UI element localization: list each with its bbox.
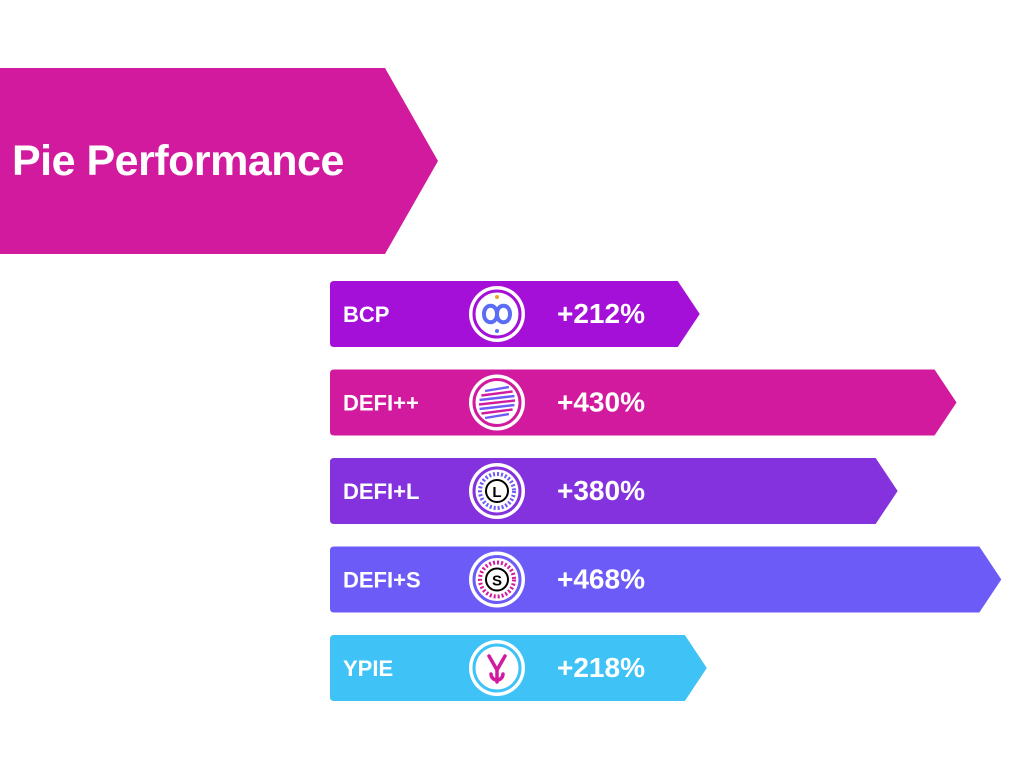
defi-plus-l-icon: L — [469, 463, 525, 519]
category-label: BCP — [343, 302, 389, 327]
stripe — [481, 408, 513, 415]
defi-plus-s-icon: S — [469, 551, 525, 608]
bar-row-defi-: DEFI++ +430% — [330, 369, 957, 436]
title-banner-arrow — [0, 68, 438, 254]
category-label: DEFI++ — [343, 391, 419, 416]
icon-border — [472, 466, 522, 516]
ypie-glyph — [487, 654, 507, 684]
letter-badge — [485, 479, 509, 503]
icon-dot — [495, 329, 499, 333]
infinity-shape — [481, 303, 513, 325]
value-label: +218% — [557, 652, 645, 683]
bcp-infinity-icon — [469, 286, 525, 342]
icon-dot — [495, 295, 499, 299]
category-label: DEFI+L — [343, 479, 419, 504]
category-label: YPIE — [343, 656, 393, 681]
icon-border — [472, 289, 522, 339]
value-label: +380% — [557, 475, 645, 506]
bar — [330, 458, 898, 524]
bar-row-ypie: YPIE +218% — [330, 635, 707, 701]
value-label: +212% — [557, 298, 645, 329]
stripe — [484, 412, 510, 420]
title-banner: Pie Performance — [0, 68, 438, 254]
stripe — [479, 403, 515, 411]
value-label: +430% — [557, 387, 645, 418]
icon-letter: S — [492, 573, 502, 590]
page-title: Pie Performance — [12, 137, 344, 185]
defi-plus-plus-stripes-icon — [469, 374, 525, 431]
bar — [330, 546, 1002, 613]
title-banner-shape — [0, 68, 438, 254]
icon-border — [472, 643, 522, 693]
letter-badge — [485, 567, 509, 592]
hatched-ring — [478, 560, 516, 599]
icon-border — [472, 555, 522, 604]
icon-letter: L — [492, 484, 501, 501]
bar-row-bcp: BCP +212% — [330, 281, 700, 347]
bar-row-defi-s: DEFI+S S +468% — [330, 546, 1002, 613]
stripe — [478, 399, 516, 406]
value-label: +468% — [557, 564, 645, 595]
stripe — [484, 385, 510, 393]
icon-border — [472, 378, 522, 427]
hatched-ring — [478, 472, 516, 510]
stripe — [481, 390, 513, 397]
ypie-icon — [469, 640, 525, 696]
stripe — [479, 394, 515, 402]
bar-row-defi-l: DEFI+L L +380% — [330, 458, 898, 524]
category-label: DEFI+S — [343, 568, 421, 593]
